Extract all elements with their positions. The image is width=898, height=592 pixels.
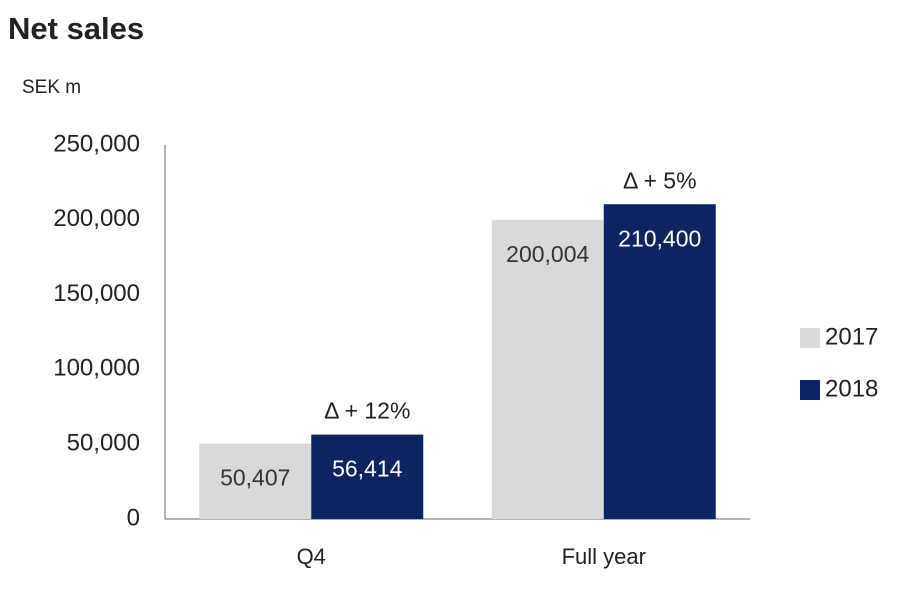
y-tick-label: 250,000: [53, 130, 140, 157]
bar: [311, 434, 424, 519]
legend-label: 2018: [825, 375, 878, 402]
chart-title: Net sales: [8, 11, 144, 46]
annotation: Δ + 5%: [623, 167, 697, 193]
value-label: 210,400: [618, 225, 701, 251]
bar: [491, 219, 604, 520]
bar: [199, 443, 312, 519]
value-label: 200,004: [506, 241, 589, 267]
legend-swatch: [800, 380, 820, 400]
y-tick-label: 50,000: [67, 430, 140, 457]
value-label: 50,407: [220, 465, 290, 491]
annotation: Δ + 12%: [324, 398, 410, 424]
y-tick-label: 200,000: [53, 205, 140, 232]
y-axis-label: SEK m: [22, 77, 81, 98]
x-tick-label: Full year: [562, 544, 646, 569]
y-tick-label: 0: [127, 504, 140, 531]
legend-label: 2017: [825, 323, 878, 350]
y-tick-label: 100,000: [53, 355, 140, 382]
value-label: 56,414: [332, 456, 403, 482]
legend-swatch: [800, 328, 820, 348]
y-tick-label: 150,000: [53, 280, 140, 307]
bar: [603, 204, 716, 520]
x-tick-label: Q4: [297, 544, 326, 569]
